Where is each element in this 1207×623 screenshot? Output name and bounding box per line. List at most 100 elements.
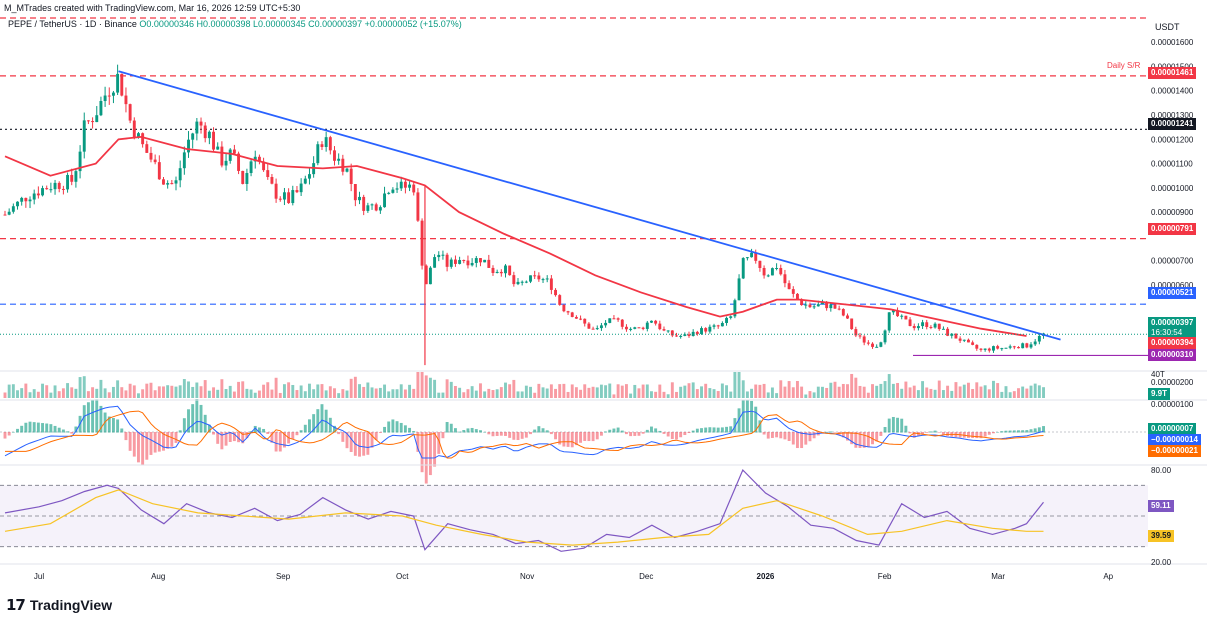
- macd-hist-bar: [670, 432, 674, 440]
- volume-bar: [908, 387, 912, 398]
- candle-body: [641, 327, 645, 329]
- badge-394: 0.00000394: [1148, 337, 1197, 349]
- volume-bar: [520, 391, 524, 398]
- volume-bar: [712, 389, 716, 398]
- macd-hist-bar: [278, 432, 282, 452]
- candle-body: [474, 258, 478, 263]
- macd-hist-bar: [162, 432, 165, 451]
- candle-body: [654, 320, 658, 324]
- candle-body: [616, 318, 620, 320]
- badge-macd-signal: −0.00000021: [1148, 445, 1201, 457]
- tradingview-logo-text: TradingView: [29, 597, 113, 613]
- volume-bar: [91, 387, 95, 398]
- candle-body: [191, 133, 195, 140]
- candle-body: [145, 144, 149, 153]
- badge-volume: 9.9T: [1148, 388, 1171, 400]
- volume-bar: [1008, 392, 1012, 398]
- macd-hist-bar: [141, 432, 145, 465]
- macd-hist-bar: [299, 430, 303, 433]
- volume-bar: [1029, 385, 1033, 398]
- macd-hist-bar: [804, 432, 808, 445]
- macd-hist-bar: [741, 399, 745, 433]
- volume-bar: [212, 387, 215, 398]
- volume-bar: [904, 381, 908, 398]
- macd-hist-bar: [854, 432, 858, 448]
- candle-body: [720, 322, 724, 327]
- candle-body: [291, 190, 295, 204]
- candle-body: [679, 335, 683, 337]
- tradingview-logo[interactable]: 17 TradingView: [6, 596, 112, 614]
- candle-body: [324, 137, 328, 147]
- volume-bar: [420, 372, 424, 398]
- volume-bar: [395, 389, 399, 398]
- volume-bar: [587, 387, 591, 398]
- badge-macd-hist: 0.00000007: [1148, 423, 1197, 435]
- macd-hist-bar: [57, 427, 61, 433]
- macd-hist-bar: [483, 431, 487, 433]
- volume-bar: [111, 386, 115, 398]
- macd-hist-bar: [762, 432, 766, 435]
- badge-last-price: 0.00000397 16:30:54: [1148, 317, 1197, 339]
- volume-bar: [929, 388, 933, 398]
- volume-bar: [378, 387, 382, 398]
- candle-body: [675, 335, 678, 337]
- macd-hist-bar: [800, 432, 804, 449]
- macd-hist-bar: [366, 432, 370, 455]
- symbol-header[interactable]: PEPE / TetherUS · 1D · Binance O0.000003…: [8, 19, 462, 29]
- volume-bar: [170, 385, 174, 398]
- candle-body: [941, 328, 945, 330]
- candle-body: [232, 149, 236, 154]
- candle-body: [299, 183, 303, 193]
- candle-body: [395, 188, 399, 190]
- candle-body: [816, 304, 820, 307]
- volume-bar: [650, 391, 653, 398]
- candle-body: [383, 193, 386, 208]
- volume-bar: [795, 380, 799, 398]
- macd-hist-bar: [3, 432, 7, 439]
- macd-hist-bar: [107, 416, 111, 433]
- volume-bar: [257, 390, 261, 398]
- macd-hist-bar: [266, 432, 270, 434]
- macd-hist-bar: [349, 432, 353, 452]
- candle-body: [270, 177, 274, 184]
- volume-bar: [358, 384, 361, 398]
- volume-bar: [458, 387, 462, 398]
- volume-bar: [7, 384, 11, 398]
- candle-body: [745, 257, 749, 259]
- volume-bar: [287, 382, 291, 398]
- volume-bar: [966, 382, 970, 398]
- volume-bar: [695, 389, 699, 398]
- badge-macd-line: −0.00000014: [1148, 434, 1201, 446]
- volume-bar: [320, 384, 324, 398]
- macd-hist-bar: [378, 432, 382, 433]
- volume-bar: [683, 385, 687, 398]
- candle-body: [66, 174, 70, 190]
- moving-average-line: [4, 135, 1027, 337]
- volume-bar: [700, 386, 703, 398]
- macd-hist-bar: [91, 399, 95, 433]
- macd-hist-bar: [337, 432, 341, 435]
- volume-bar: [637, 388, 641, 398]
- candle-body: [3, 214, 7, 216]
- macd-hist-bar: [520, 432, 524, 439]
- candle-body: [1033, 341, 1037, 345]
- volume-bar: [391, 389, 395, 398]
- candle-body: [737, 278, 741, 301]
- candle-body: [41, 188, 44, 196]
- macd-hist-bar: [512, 432, 516, 440]
- volume-bar: [645, 384, 649, 398]
- volume-bar: [750, 388, 754, 398]
- badge-rsi: 59.11: [1148, 500, 1174, 512]
- macd-hist-bar: [775, 432, 779, 438]
- macd-hist-bar: [612, 428, 616, 433]
- macd-hist-bar: [199, 404, 203, 433]
- volume-bar: [449, 381, 453, 398]
- macd-hist-bar: [866, 432, 870, 448]
- volume-bar: [120, 387, 124, 398]
- macd-hist-bar: [1000, 431, 1004, 433]
- candle-body: [95, 115, 99, 123]
- macd-hist-bar: [529, 432, 532, 435]
- candle-body: [716, 325, 720, 327]
- currency-label: USDT: [1155, 22, 1180, 32]
